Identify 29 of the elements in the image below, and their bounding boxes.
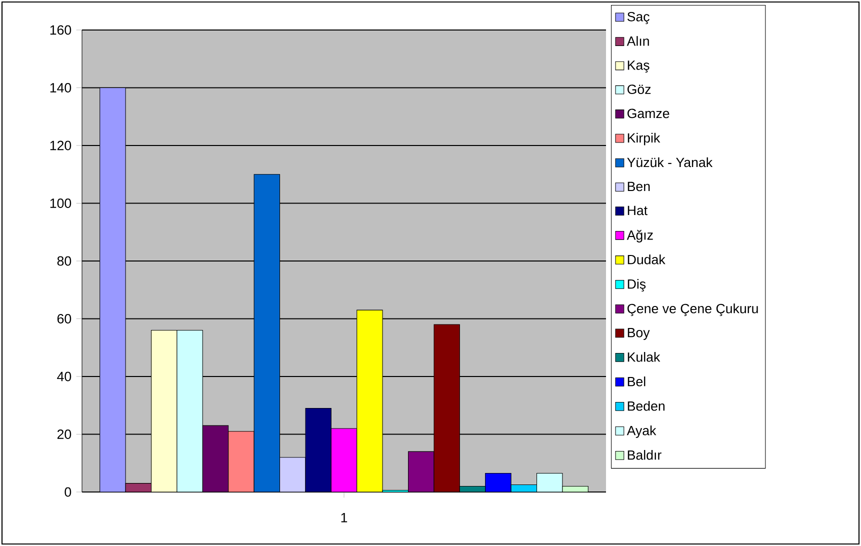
legend-label: Çene ve Çene Çukuru [627,304,758,316]
y-tick-label: 40 [57,372,72,382]
legend-label: Dudak [628,254,666,264]
y-tick-label: 60 [57,314,72,324]
y-tick-label: 20 [57,430,72,439]
legend-label: Kirpik [628,132,660,146]
legend-label: Diş [628,279,646,292]
legend-label: Kulak [628,352,660,362]
legend-label: Kaş [628,60,650,73]
legend-label: Boy [628,328,650,340]
legend-label: Beden [628,401,664,411]
legend-label: Ben [628,182,650,192]
legend-label: Ağız [626,230,653,242]
x-tick-label: 1 [341,513,348,522]
legend-label: Saç [627,12,650,24]
y-tick-label: 80 [57,256,72,266]
legend-label: Ayak [626,425,656,438]
legend-label: Gamze [627,108,670,118]
y-tick-label: 0 [64,487,72,497]
legend-label: Baldır [628,450,662,460]
legend-label: Alın [626,36,649,46]
y-tick-label: 160 [50,25,72,35]
legend-label: Bel [628,376,646,386]
legend-label: Göz [627,84,651,94]
y-tick-label: 140 [50,83,72,92]
legend-label: Hat [628,206,648,216]
y-tick-label: 100 [50,198,72,208]
y-tick-label: 120 [50,140,72,150]
legend-label: Yüzük - Yanak [627,157,713,168]
